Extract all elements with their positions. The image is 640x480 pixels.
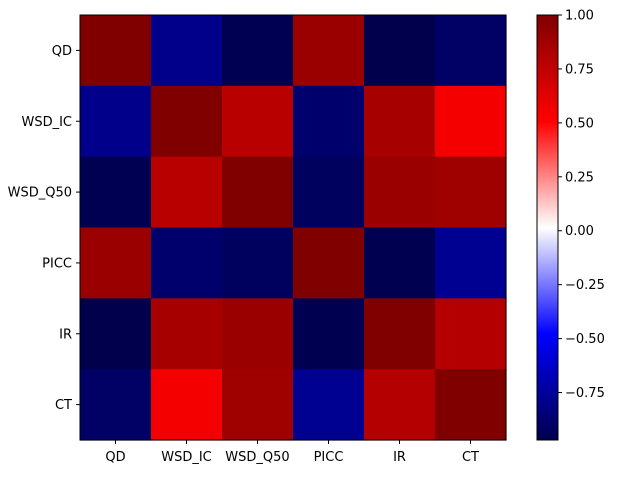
heatmap-cell xyxy=(435,156,507,229)
heatmap-cell xyxy=(151,298,223,370)
heatmap-cell xyxy=(222,227,294,299)
heatmap-cell xyxy=(222,156,294,229)
heatmap-cell xyxy=(435,15,507,87)
heatmap-cell xyxy=(293,369,365,441)
y-tick-label: WSD_IC xyxy=(21,115,72,130)
colorbar-tick-label: 0.75 xyxy=(565,62,594,77)
y-axis: QD WSD_IC WSD_Q50 PICC IR CT xyxy=(8,44,80,413)
colorbar-tick-label: 0.00 xyxy=(565,224,594,239)
heatmap-cell xyxy=(80,298,152,370)
colorbar-tick-label: 0.50 xyxy=(565,116,594,131)
heatmap-cell xyxy=(80,369,152,441)
colorbar-tick-label: −0.25 xyxy=(565,278,605,293)
heatmap-cell xyxy=(435,227,507,299)
x-tick-label: CT xyxy=(462,450,479,465)
y-tick-label: PICC xyxy=(42,256,72,271)
heatmap-cell xyxy=(435,369,507,441)
x-tick-label: QD xyxy=(105,450,125,465)
y-tick-label: QD xyxy=(52,44,72,59)
x-tick-label: IR xyxy=(393,450,406,465)
heatmap-cell xyxy=(364,85,436,158)
heatmap-frame xyxy=(79,14,507,441)
y-tick-label: IR xyxy=(59,327,72,342)
heatmap-cell xyxy=(364,15,436,87)
heatmap-cell xyxy=(151,227,223,299)
y-tick-label: WSD_Q50 xyxy=(8,186,72,201)
heatmap-cell xyxy=(80,15,152,87)
colorbar-axis: 1.00 0.75 0.50 0.25 0.00 −0.25 −0.50 −0.75 xyxy=(558,9,605,401)
heatmap-cell xyxy=(293,298,365,370)
x-tick-label: WSD_IC xyxy=(161,450,212,465)
heatmap-cell xyxy=(222,298,294,370)
heatmap-cell xyxy=(222,369,294,441)
colorbar-tick-label: −0.50 xyxy=(565,332,605,347)
x-tick-label: WSD_Q50 xyxy=(225,450,289,465)
heatmap-cell xyxy=(222,85,294,158)
heatmap-cell xyxy=(293,227,365,299)
heatmap-cell xyxy=(151,156,223,229)
heatmap-cell xyxy=(293,15,365,87)
heatmap-cell xyxy=(364,156,436,229)
heatmap-cell xyxy=(80,227,152,299)
colorbar-tick-label: 1.00 xyxy=(565,9,594,24)
heatmap-cell xyxy=(364,369,436,441)
heatmap-cell xyxy=(80,85,152,158)
heatmap-cell xyxy=(151,369,223,441)
heatmap-cell xyxy=(222,15,294,87)
heatmap-cell xyxy=(151,85,223,158)
heatmap-cell xyxy=(151,15,223,87)
heatmap-cell xyxy=(364,227,436,299)
colorbar xyxy=(536,14,559,441)
heatmap-cells xyxy=(80,15,507,441)
heatmap-cell xyxy=(293,156,365,229)
colorbar-tick-label: 0.25 xyxy=(565,170,594,185)
heatmap-cell xyxy=(80,156,152,229)
heatmap-cell xyxy=(364,298,436,370)
colorbar-tick-label: −0.75 xyxy=(565,386,605,401)
y-tick-label: CT xyxy=(55,398,72,413)
heatmap-cell xyxy=(293,85,365,158)
x-axis: QD WSD_IC WSD_Q50 PICC IR CT xyxy=(105,440,479,465)
heatmap-cell xyxy=(435,85,507,158)
x-tick-label: PICC xyxy=(314,450,344,465)
heatmap-cell xyxy=(435,298,507,370)
